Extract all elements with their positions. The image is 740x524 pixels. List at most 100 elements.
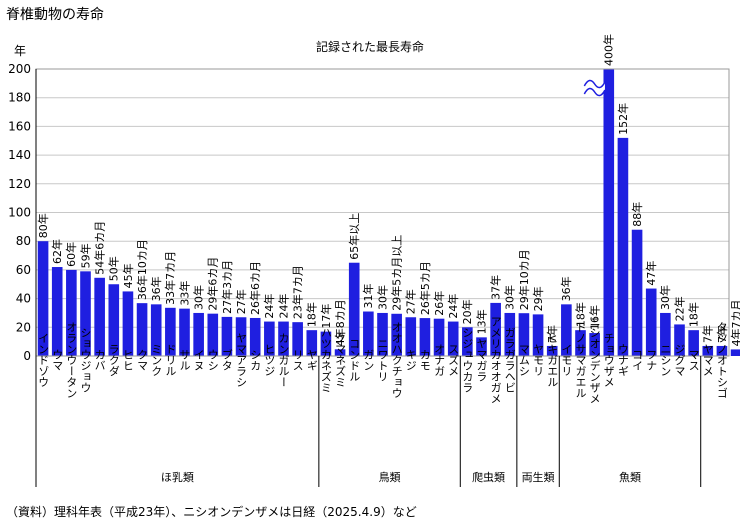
bar (235, 317, 247, 356)
bar (490, 302, 501, 356)
category-label: ヒツジ (263, 343, 276, 376)
category-label: ショウジョウ (79, 327, 92, 393)
bar (462, 327, 473, 356)
value-label: 7年 (701, 325, 715, 343)
group-label: 爬虫類 (472, 471, 505, 484)
bar (264, 321, 275, 356)
value-label: 4年7カ月 (729, 299, 740, 346)
axis-break-line (583, 79, 606, 89)
bar (674, 324, 685, 356)
bar (306, 330, 318, 356)
bar (575, 330, 586, 356)
category-label: カバ (93, 349, 106, 371)
category-label: ニワトリ (376, 338, 389, 382)
category-label: トノサマガエル (574, 322, 587, 399)
category-label: サル (178, 349, 191, 371)
group-label: 鳥類 (379, 470, 401, 484)
value-label: 65年以上 (347, 213, 361, 260)
value-label: 26年 (432, 291, 446, 316)
category-label: スズメ (447, 344, 460, 377)
y-tick-label: 0 (23, 349, 31, 363)
value-label: 31年 (361, 284, 375, 309)
value-label: 59年 (78, 243, 92, 268)
bar (249, 317, 261, 356)
value-label: 60年 (64, 242, 78, 267)
category-label: カモ (418, 349, 431, 371)
category-label: インドゾウ (37, 333, 50, 388)
y-tick-label: 160 (8, 119, 31, 133)
category-label: ヤモリ (532, 344, 545, 377)
bar (193, 312, 204, 356)
category-label: カンガルー (277, 332, 290, 387)
category-label: ヤマメ (701, 344, 714, 377)
bar (292, 322, 303, 356)
value-label: 54年6カ月 (92, 221, 106, 275)
category-label: リス (291, 349, 304, 371)
category-label: ニシオンデンザメ (588, 316, 601, 404)
value-label: 30年 (375, 285, 389, 310)
category-label: タツノオトシゴ (715, 321, 728, 398)
category-label: アメリカオオガメ (489, 316, 502, 404)
bar (405, 317, 417, 356)
bar (165, 307, 176, 356)
bar (433, 318, 445, 356)
value-label: 18年 (686, 302, 700, 327)
value-label: 80年 (36, 213, 50, 238)
bar (278, 321, 289, 356)
value-label: 36年10カ月 (135, 239, 149, 300)
category-label: イモリ (560, 344, 573, 377)
value-label: 152年 (616, 103, 630, 135)
bar (631, 229, 643, 356)
value-label: 47年 (644, 261, 658, 286)
bar (561, 304, 572, 356)
y-tick-label: 100 (8, 206, 31, 220)
bar (518, 313, 530, 356)
group-label: 両生類 (522, 470, 555, 484)
value-label: 4年8カ月 (333, 299, 347, 346)
y-tick-label: 40 (16, 292, 31, 306)
value-label: 7年 (545, 325, 559, 343)
bar (37, 241, 49, 356)
category-label: ヤギ (305, 349, 318, 371)
category-label: ハツカネズミ (319, 327, 332, 393)
value-label: 400年 (602, 34, 616, 66)
axis-break-gap (584, 80, 605, 95)
value-label: 29年 (531, 286, 545, 311)
bar (363, 311, 374, 356)
bar (377, 312, 388, 356)
category-label: マス (687, 349, 700, 371)
bar (391, 313, 402, 356)
value-label: 37年 (488, 275, 502, 300)
value-label: 88年 (630, 202, 644, 227)
bar (179, 308, 190, 356)
y-tick-label: 200 (8, 62, 31, 76)
bar (702, 345, 714, 356)
category-label: ラクダ (107, 344, 120, 377)
category-label: ヤマアラシ (235, 333, 248, 388)
value-label: 29年10カ月 (517, 249, 531, 310)
bar (207, 313, 219, 356)
category-label: オランウータン (65, 321, 78, 398)
value-label: 18年 (573, 302, 587, 327)
bar (221, 316, 233, 356)
group-label: 魚類 (619, 471, 641, 484)
y-tick-label: 120 (8, 177, 31, 191)
category-label: コンドル (348, 338, 361, 382)
group-label: ほ乳類 (161, 471, 194, 484)
bar (716, 345, 728, 356)
bar (320, 331, 332, 356)
category-label: シカ (249, 349, 262, 371)
bar (532, 314, 544, 356)
category-label: ヒヒ (121, 349, 134, 371)
category-label: オオハクチョウ (390, 321, 403, 398)
bar (617, 137, 629, 356)
value-label: 27年3カ月 (220, 260, 234, 314)
bar (589, 333, 600, 356)
value-label: 7年 (715, 325, 729, 343)
bar (546, 345, 558, 356)
value-label: 33年7カ月 (163, 251, 177, 305)
bar (504, 312, 516, 356)
category-label: チョウザメ (602, 333, 615, 388)
y-tick-label: 80 (16, 234, 31, 248)
